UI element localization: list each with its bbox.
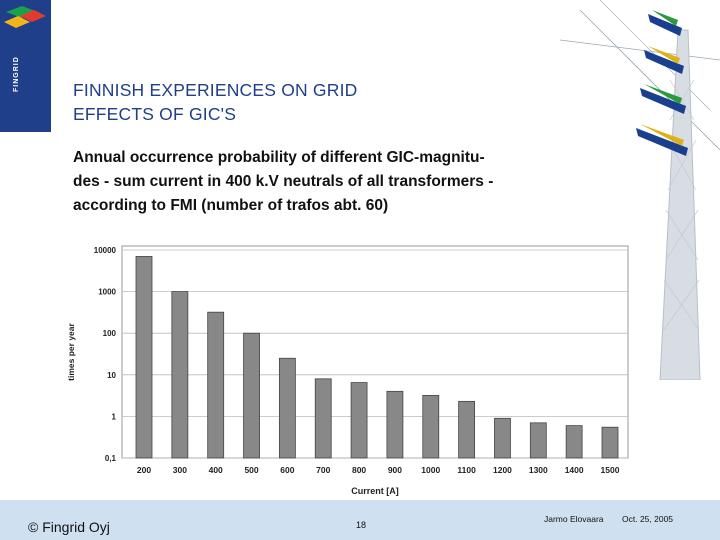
bar-900 (386, 390, 404, 459)
x-tick-label: 600 (280, 465, 294, 475)
bar-1000 (422, 394, 440, 459)
slide-subtitle-line-2: des - sum current in 400 k.V neutrals of… (73, 173, 494, 190)
bar-800 (350, 382, 368, 459)
bar-1300 (529, 422, 547, 459)
x-tick-label: 1200 (493, 465, 512, 475)
fingrid-logo-icon: FINGRID (4, 6, 46, 92)
footer-bar (0, 500, 720, 540)
x-tick-label: 1100 (457, 465, 476, 475)
gic-bar-chart: 10000 1000 100 10 1 0,1 200 300 400 500 600 700 800… (66, 245, 629, 496)
power-pylon-illustration (560, 0, 720, 380)
plot-area (121, 245, 629, 459)
bar-400 (207, 311, 225, 459)
slide-subtitle: Annual occurrence probability of differe… (73, 146, 633, 218)
x-tick-labels: 200 300 400 500 600 700 800 900 1000 1100 1200 1300… (137, 465, 620, 475)
x-tick-label: 900 (388, 465, 402, 475)
y-tick-label: 1 (112, 412, 117, 421)
bar-1100 (458, 400, 476, 459)
bar-1200 (494, 417, 511, 459)
y-tick-label: 1000 (98, 288, 116, 297)
logo-text: FINGRID (13, 56, 20, 92)
slide-subtitle-line-1: Annual occurrence probability of differe… (73, 149, 485, 166)
bar-700 (314, 378, 332, 459)
logo-panel: FINGRID (0, 0, 51, 132)
x-tick-label: 1000 (421, 465, 440, 475)
slide-subtitle-line-3: according to FMI (number of trafos abt. … (73, 197, 389, 214)
chart-bars (135, 256, 619, 459)
slide-title-line-1: FINNISH EXPERIENCES ON GRID (73, 80, 358, 100)
x-tick-label: 800 (352, 465, 366, 475)
x-tick-label: 200 (137, 465, 151, 475)
x-tick-label: 700 (316, 465, 330, 475)
x-tick-label: 1500 (601, 465, 620, 475)
footer-page-number: 18 (356, 520, 367, 530)
x-tick-label: 300 (173, 465, 187, 475)
slide-title-line-2: EFFECTS OF GIC'S (73, 104, 237, 124)
x-tick-label: 1300 (529, 465, 548, 475)
x-axis-label: Current [A] (351, 486, 399, 496)
x-tick-label: 1400 (565, 465, 584, 475)
footer-date: Oct. 25, 2005 (622, 514, 674, 524)
x-tick-label: 500 (244, 465, 258, 475)
bar-500 (243, 332, 260, 459)
footer-author: Jarmo Elovaara (544, 514, 604, 524)
y-tick-label: 10 (107, 371, 116, 380)
bar-300 (171, 291, 189, 459)
y-tick-label: 10000 (94, 246, 117, 255)
pylon-arm-blades (636, 10, 688, 156)
y-tick-labels: 10000 1000 100 10 1 0,1 (94, 246, 117, 463)
y-axis-label: times per year (66, 322, 76, 380)
bar-200 (135, 256, 153, 459)
bar-600 (278, 357, 296, 459)
footer-copyright: © Fingrid Oyj (28, 519, 110, 535)
bar-1500 (601, 426, 619, 459)
y-tick-label: 0,1 (105, 454, 117, 463)
y-tick-label: 100 (103, 329, 117, 338)
slide-title: FINNISH EXPERIENCES ON GRID EFFECTS OF G… (73, 78, 543, 126)
x-tick-label: 400 (209, 465, 223, 475)
bar-1400 (565, 425, 583, 459)
